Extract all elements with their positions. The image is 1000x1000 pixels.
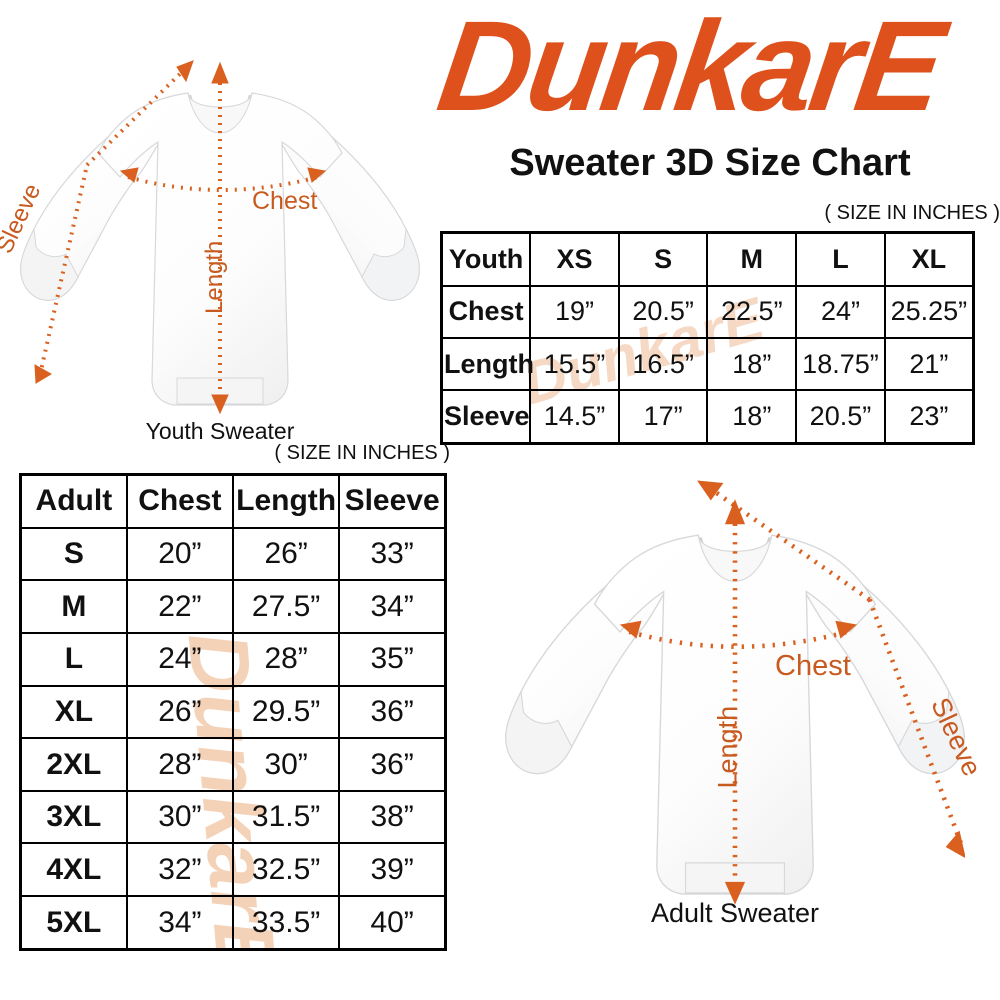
svg-text:DunkarE: DunkarE — [430, 0, 956, 138]
